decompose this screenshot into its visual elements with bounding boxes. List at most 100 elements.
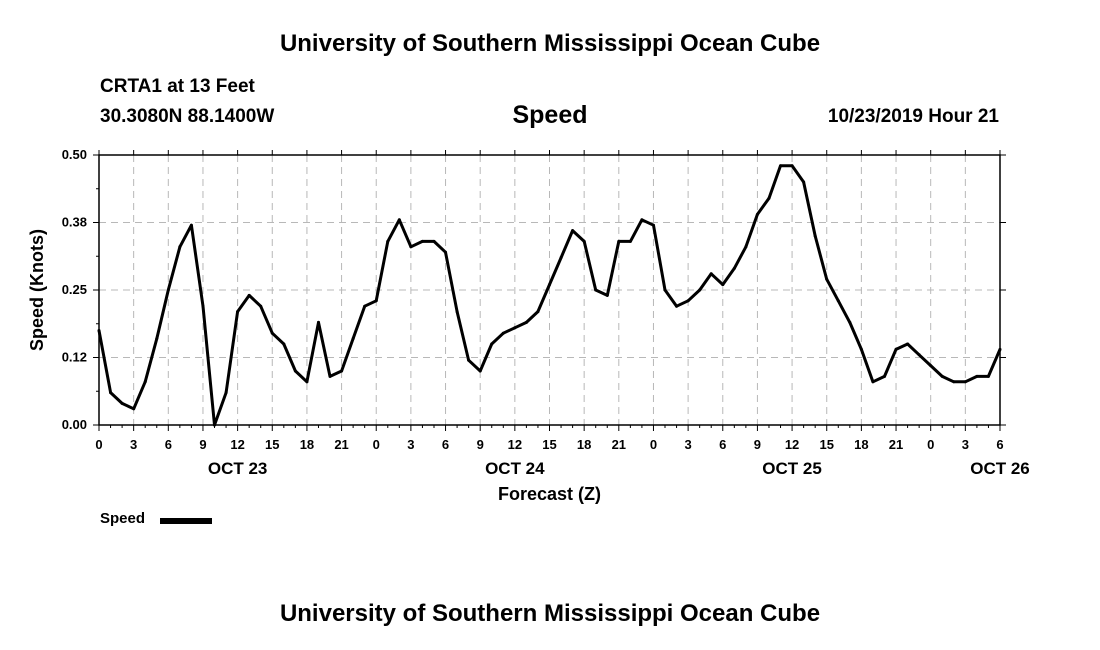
speed-data-point [859,347,863,351]
speed-data-point [490,342,494,346]
speed-data-point [501,331,505,335]
x-tick-label: 21 [612,437,626,452]
speed-data-point [871,380,875,384]
x-tick-label: 12 [508,437,522,452]
x-tick-label: 0 [927,437,934,452]
speed-data-point [478,369,482,373]
grid-lines [99,155,1000,425]
y-tick-label: 0.50 [62,147,87,162]
speed-data-point [524,320,528,324]
speed-data-point [178,245,182,249]
x-tick-label: 9 [754,437,761,452]
speed-data-point [166,288,170,292]
speed-data-point [628,239,632,243]
station-label: CRTA1 at 13 Feet [100,76,255,97]
x-tick-label: 18 [577,437,591,452]
speed-data-point [929,364,933,368]
speed-data-point [467,358,471,362]
y-tick-label: 0.25 [62,282,87,297]
speed-data-point [894,347,898,351]
x-tick-label: 21 [889,437,903,452]
speed-data-point [594,288,598,292]
x-tick-label: 3 [407,437,414,452]
speed-data-point [155,337,159,341]
day-label: OCT 26 [970,459,1030,478]
speed-data-point [617,239,621,243]
speed-data-point [374,299,378,303]
speed-data-point [548,283,551,287]
speed-data-point [386,239,390,243]
speed-data-point [767,196,771,200]
speed-data-point [651,223,655,227]
speed-data-point [397,218,401,222]
speed-data-point [975,374,979,378]
speed-data-point [351,337,355,341]
x-tick-label: 0 [650,437,657,452]
x-tick-label: 18 [300,437,314,452]
speed-data-point [97,329,101,332]
speed-data-point [455,310,459,314]
axis-ticks [93,150,1006,431]
speed-data-point [917,353,921,357]
speed-data-point [686,299,690,303]
speed-data-point [790,164,794,168]
speed-data-point [571,229,575,233]
speed-data-point [328,374,332,378]
speed-data-point [813,234,817,238]
speed-data-point [744,245,748,249]
speed-data-point [640,218,644,222]
x-tick-label: 0 [95,437,102,452]
speed-data-point [270,331,274,335]
speed-data-point [120,401,124,405]
speed-data-point [825,277,829,281]
legend-swatch [160,518,212,524]
x-tick-label: 0 [373,437,380,452]
speed-data-point [132,407,136,411]
x-tick-label: 6 [165,437,172,452]
speed-data-points [97,164,1002,427]
x-axis-title: Forecast (Z) [498,484,601,504]
speed-data-point [316,320,320,324]
speed-data-point [721,283,725,287]
x-tick-label: 6 [719,437,726,452]
speed-data-point [305,380,309,384]
speed-data-point [363,304,367,308]
x-tick-label: 15 [265,437,279,452]
x-tick-label: 6 [442,437,449,452]
speed-data-point [732,266,736,270]
x-tick-label: 12 [785,437,799,452]
speed-data-point [420,239,424,243]
speed-data-point [432,239,436,243]
day-label: OCT 25 [762,459,822,478]
speed-data-point [236,310,240,314]
x-tick-label: 15 [819,437,833,452]
speed-data-point [755,212,759,216]
x-tick-label: 9 [199,437,206,452]
speed-data-point [906,342,910,346]
x-tick-label: 6 [996,437,1003,452]
x-tick-label: 9 [477,437,484,452]
speed-data-point [109,391,113,395]
speed-data-point [963,380,967,384]
speed-data-point [779,164,783,168]
speed-data-point [698,288,702,292]
speed-data-point [189,223,193,227]
speed-data-point [282,342,286,346]
x-tick-label: 3 [130,437,137,452]
speed-data-point [605,293,609,297]
speed-data-point [802,180,806,184]
day-label: OCT 24 [485,459,545,478]
x-tick-label: 3 [684,437,691,452]
variable-label: Speed [512,101,588,129]
speed-data-point [536,310,540,314]
speed-data-point [409,245,413,249]
speed-data-point [340,369,344,373]
speed-data-point [582,239,586,243]
speed-data-point [998,347,1002,351]
speed-data-point [259,304,263,308]
speed-data-point [952,380,956,384]
issued-time-label: 10/23/2019 Hour 21 [827,106,999,127]
speed-data-point [224,391,228,395]
speed-data-point [444,250,448,254]
